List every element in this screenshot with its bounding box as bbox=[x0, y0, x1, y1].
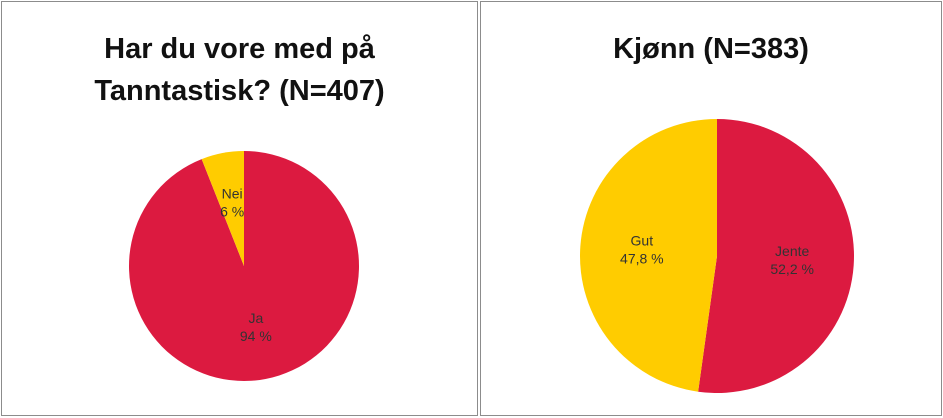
slice-label: Nei bbox=[222, 186, 243, 202]
slice-value-label: 94 % bbox=[240, 328, 272, 344]
slice-label: Jente bbox=[775, 243, 809, 259]
pie-slice bbox=[698, 119, 854, 393]
slice-value-label: 47,8 % bbox=[620, 250, 664, 266]
pie-slice bbox=[201, 151, 244, 266]
slice-label: Ja bbox=[248, 310, 263, 326]
chart-panel: Kjønn (N=383) Jente 52,2 % Gut 47,8 % bbox=[480, 1, 942, 416]
chart-title: Kjønn (N=383) bbox=[613, 33, 809, 65]
pie-slice bbox=[580, 119, 717, 392]
slice-value-label: 52,2 % bbox=[770, 261, 814, 277]
chart-title: Har du vore med på Tanntastisk? (N=407) bbox=[94, 33, 385, 107]
pie-chart: Ja 94 % Nei 6 % bbox=[128, 151, 359, 381]
chart-panel: Har du vore med på Tanntastisk? (N=407) … bbox=[1, 1, 478, 416]
slice-value-label: 6 % bbox=[220, 204, 244, 220]
slice-label: Gut bbox=[631, 232, 654, 248]
pie-chart: Jente 52,2 % Gut 47,8 % bbox=[580, 119, 854, 393]
